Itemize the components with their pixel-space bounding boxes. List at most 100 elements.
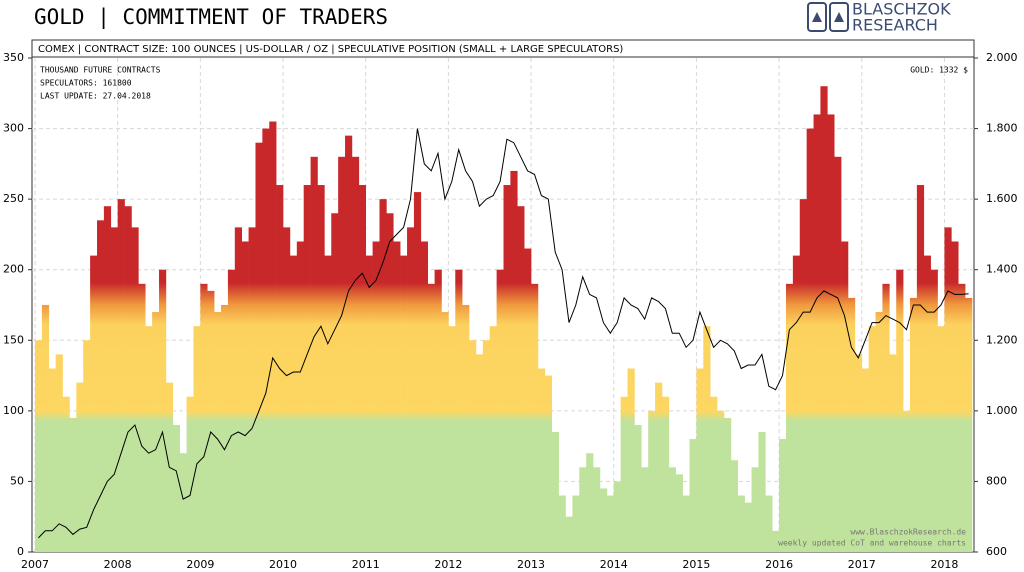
bar	[593, 467, 601, 552]
bar	[668, 467, 677, 552]
bar	[958, 283, 966, 552]
bar	[827, 114, 835, 552]
page-title: GOLD | COMMITMENT OF TRADERS	[34, 5, 388, 30]
bar	[269, 121, 277, 552]
bar	[965, 297, 973, 552]
footer: www.BlaschzokResearch.de	[850, 528, 966, 537]
bar	[799, 199, 807, 552]
bar	[606, 495, 615, 552]
bar	[331, 213, 339, 552]
footer: weekly updated CoT and warehouse charts	[778, 539, 966, 548]
y-tick-label: 50	[10, 474, 24, 487]
bar	[145, 326, 153, 552]
bar	[503, 185, 511, 552]
logo: BLASCHZOK RESEARCH	[807, 0, 951, 35]
x-tick-label: 2015	[682, 558, 710, 571]
bar	[689, 439, 697, 552]
bar	[90, 255, 98, 552]
x-tick-label: 2008	[104, 558, 132, 571]
bar	[186, 396, 194, 552]
y-tick-label: 250	[3, 192, 24, 205]
gold-price-line	[38, 128, 969, 539]
bar	[441, 312, 449, 552]
y2-tick-label: 800	[986, 474, 1007, 487]
bar	[420, 241, 429, 552]
bar	[159, 269, 167, 552]
bar	[806, 128, 814, 553]
bar	[834, 156, 842, 553]
annotation: SPECULATORS: 161800	[40, 79, 132, 88]
bar	[365, 255, 373, 552]
bar	[296, 241, 304, 552]
bar	[579, 467, 587, 552]
bar	[951, 241, 959, 552]
bar	[717, 410, 725, 552]
bar	[97, 220, 105, 553]
bar	[944, 227, 952, 552]
bar	[214, 312, 222, 552]
bar	[200, 283, 208, 552]
bar	[179, 453, 187, 552]
x-tick-label: 2011	[352, 558, 380, 571]
bar	[572, 495, 580, 552]
bar	[703, 326, 711, 552]
bar	[124, 206, 132, 552]
bar	[427, 283, 435, 552]
bar	[599, 488, 608, 552]
y2-tick-label: 1.000	[986, 404, 1018, 417]
bar	[310, 156, 318, 553]
y2-tick-label: 600	[986, 545, 1007, 558]
bar	[730, 460, 739, 552]
bar	[351, 156, 360, 553]
bar	[551, 432, 559, 552]
bar	[55, 354, 63, 552]
bar	[400, 255, 408, 552]
annotation: GOLD: 1332 $	[910, 66, 968, 75]
y2-tick-label: 1.200	[986, 333, 1018, 346]
bar	[234, 227, 242, 552]
bar	[937, 326, 945, 552]
bar	[641, 467, 649, 552]
bar	[758, 432, 766, 552]
bar	[262, 128, 270, 553]
bar	[903, 410, 911, 552]
bar	[524, 248, 532, 553]
bar	[510, 170, 518, 552]
bar	[48, 368, 56, 552]
bar	[393, 241, 401, 552]
bar	[544, 375, 553, 552]
bar	[475, 354, 484, 552]
bar	[83, 340, 91, 552]
bar	[386, 213, 394, 552]
logo-text: RESEARCH	[852, 16, 938, 35]
annotation: LAST UPDATE: 27.04.2018	[40, 92, 151, 101]
subtitle: COMEX | CONTRACT SIZE: 100 OUNCES | US-D…	[38, 44, 623, 55]
bar	[489, 326, 497, 552]
bar	[909, 297, 918, 552]
bar	[462, 305, 470, 552]
bar	[69, 417, 77, 552]
y2-tick-label: 2.000	[986, 51, 1018, 64]
y-tick-label: 150	[3, 333, 24, 346]
bar	[379, 199, 387, 552]
bar	[110, 227, 118, 552]
bar	[558, 495, 566, 552]
bar	[875, 312, 883, 552]
bar	[289, 255, 298, 552]
bar	[41, 305, 50, 552]
y-tick-label: 300	[3, 122, 24, 135]
y-tick-label: 0	[17, 545, 24, 558]
bar	[916, 185, 925, 552]
bar	[317, 185, 325, 552]
bar	[737, 495, 745, 552]
bar	[103, 206, 112, 552]
bar	[35, 340, 43, 552]
bar	[634, 424, 642, 552]
bar	[138, 283, 146, 552]
bar	[227, 269, 236, 552]
x-tick-label: 2007	[21, 558, 49, 571]
y-tick-label: 350	[3, 51, 24, 64]
y2-tick-label: 1.400	[986, 263, 1018, 276]
bar	[648, 410, 656, 552]
